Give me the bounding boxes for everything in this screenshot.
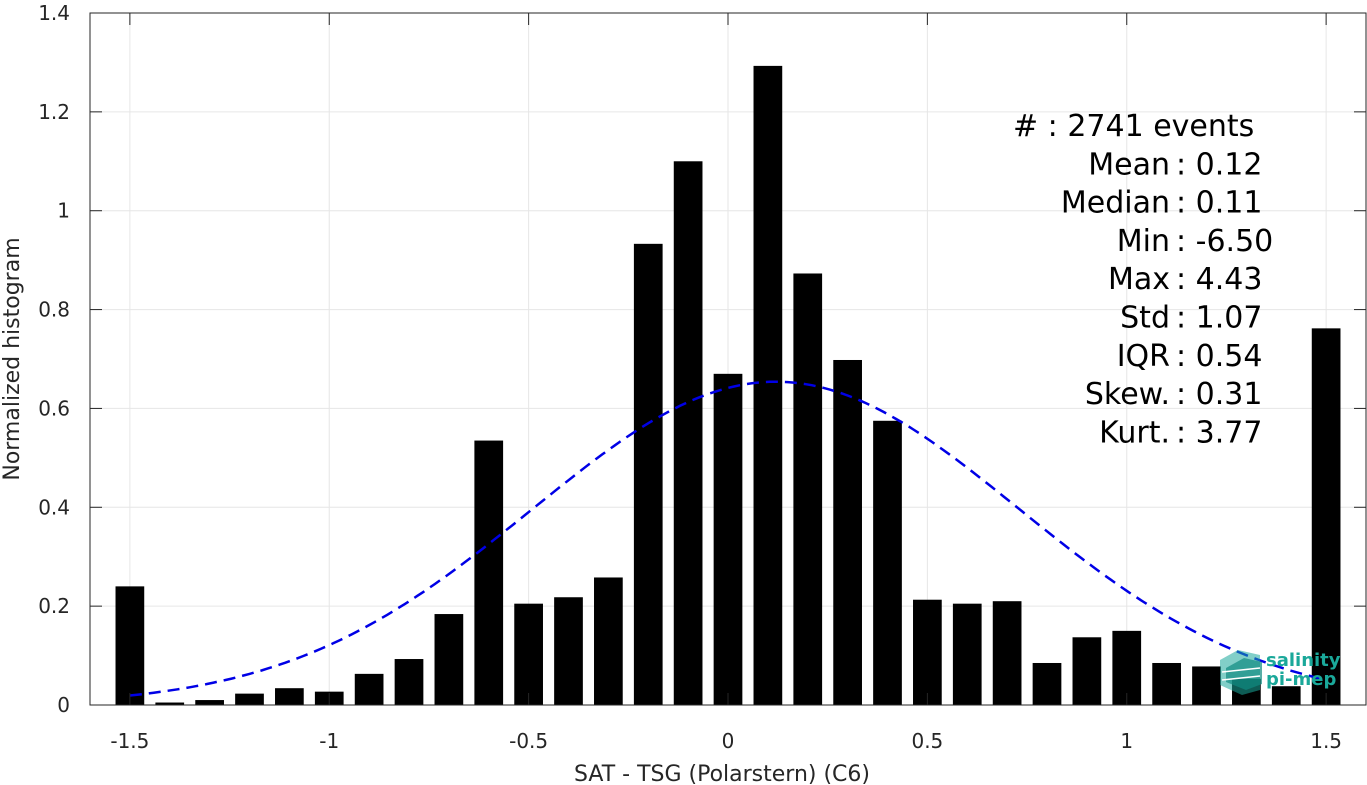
histogram-bar xyxy=(753,65,783,706)
stat-value: : 0.12 xyxy=(1176,147,1262,182)
stat-line: # : 2741 events xyxy=(1013,109,1254,144)
stat-value: : 0.31 xyxy=(1176,377,1262,412)
histogram-bar xyxy=(394,659,424,705)
y-tick-label: 0.2 xyxy=(38,594,70,618)
histogram-bar xyxy=(1112,630,1142,705)
histogram-bar xyxy=(554,597,583,705)
histogram-bar xyxy=(1271,686,1301,705)
histogram-bar xyxy=(1072,637,1102,705)
x-tick-label: 1 xyxy=(1120,729,1133,753)
stat-value: : 4.43 xyxy=(1176,262,1262,297)
y-tick-label: 1 xyxy=(57,199,70,223)
histogram-bar xyxy=(594,577,623,705)
histogram-bar xyxy=(235,693,264,705)
y-tick-label: 1.4 xyxy=(38,1,70,25)
histogram-bar xyxy=(713,373,743,705)
histogram-bar xyxy=(1311,328,1341,705)
histogram-bar xyxy=(633,243,663,705)
stat-value: : 1.07 xyxy=(1176,301,1262,336)
x-tick-labels: -1.5 -1 -0.5 0 0.5 1 1.5 xyxy=(110,729,1342,753)
logo-line-1: salinity xyxy=(1266,650,1341,671)
stat-line: Kurt. xyxy=(1099,415,1170,450)
histogram-bar xyxy=(952,603,982,705)
stat-value: : 0.11 xyxy=(1176,186,1262,221)
stat-line: Skew. xyxy=(1085,377,1170,412)
x-axis-label: SAT - TSG (Polarstern) (C6) xyxy=(574,762,870,785)
stat-line: Max xyxy=(1108,262,1170,297)
histogram-bar xyxy=(992,601,1022,705)
histogram-bar xyxy=(514,603,543,705)
stat-line: Min xyxy=(1117,224,1170,259)
histogram-bar xyxy=(275,688,304,705)
histogram-bar xyxy=(474,440,504,705)
histogram-bar xyxy=(913,599,942,705)
y-tick-labels: 0 0.2 0.4 0.6 0.8 1 1.2 1.4 xyxy=(38,1,70,717)
x-tick-label: -0.5 xyxy=(509,729,548,753)
salinity-pimep-logo: salinity pi-mep xyxy=(1220,650,1341,695)
histogram-bar xyxy=(673,161,703,706)
logo-line-2: pi-mep xyxy=(1266,669,1336,690)
histogram-bar xyxy=(1192,666,1221,705)
histogram-bar xyxy=(873,420,902,705)
x-tick-label: -1.5 xyxy=(110,729,149,753)
histogram-bar xyxy=(793,273,823,705)
stat-line: Median xyxy=(1061,186,1170,221)
y-axis-label: Normalized histogram xyxy=(0,237,25,480)
histogram-bar xyxy=(833,359,862,705)
histogram-bar xyxy=(115,586,145,705)
x-tick-label: -1 xyxy=(319,729,339,753)
y-tick-label: 0.6 xyxy=(38,396,70,420)
histogram-bar xyxy=(354,673,384,705)
stat-line: Mean xyxy=(1088,147,1170,182)
stat-value: : -6.50 xyxy=(1176,224,1273,259)
y-tick-label: 0.8 xyxy=(38,298,70,322)
stat-line: IQR xyxy=(1117,339,1170,374)
x-tick-label: 1.5 xyxy=(1310,729,1342,753)
histogram-bars xyxy=(115,65,1341,706)
histogram-bar xyxy=(155,702,185,705)
y-tick-label: 1.2 xyxy=(38,100,70,124)
stat-value: : 3.77 xyxy=(1176,415,1262,450)
y-tick-label: 0 xyxy=(57,693,70,717)
axis-ticks xyxy=(90,12,1366,706)
histogram-bar xyxy=(1032,662,1062,705)
normal-fit-curve xyxy=(129,380,1327,697)
logo-wave-icon xyxy=(1220,650,1262,695)
stat-value: : 0.54 xyxy=(1176,339,1262,374)
x-tick-label: 0.5 xyxy=(911,729,943,753)
stat-line: Std xyxy=(1120,301,1170,336)
histogram-bar xyxy=(195,700,224,705)
y-tick-label: 0.4 xyxy=(38,495,70,519)
histogram-bar xyxy=(434,614,464,705)
histogram-bar xyxy=(1152,662,1181,705)
x-tick-label: 0 xyxy=(722,729,735,753)
